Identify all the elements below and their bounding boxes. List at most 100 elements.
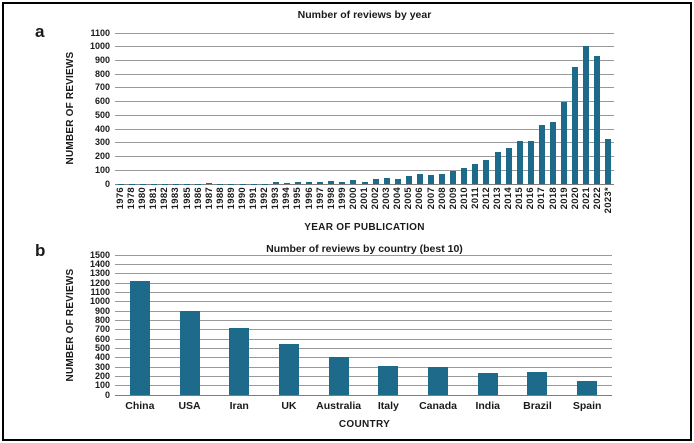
y-tick-label: 800	[94, 68, 110, 79]
bar-2003	[383, 178, 390, 184]
bar-2012	[483, 159, 490, 184]
bar-2001	[361, 181, 368, 184]
bar-USA	[179, 311, 200, 395]
gridline	[115, 46, 614, 48]
x-tick-label: 1980	[137, 187, 149, 210]
x-tick-label: 1998	[325, 187, 337, 210]
x-tick-label: India	[475, 400, 500, 412]
bar-2015	[516, 141, 523, 184]
bar-2013	[494, 152, 501, 184]
x-tick-label: 2002	[370, 187, 382, 210]
x-tick-label: Spain	[572, 400, 602, 412]
y-tick-label: 1100	[90, 286, 110, 297]
x-tick-label: 1993	[270, 187, 282, 210]
x-tick-label: 2004	[392, 187, 404, 210]
x-tick-label: 1982	[159, 187, 171, 210]
bar-2021	[583, 46, 590, 184]
x-tick-label: UK	[281, 400, 297, 412]
x-tick-label: 1978	[126, 187, 138, 210]
x-tick-label: 2000	[347, 187, 359, 210]
gridline	[115, 385, 612, 387]
x-tick-label: 1992	[259, 187, 271, 210]
x-tick-label: Brazil	[523, 400, 552, 412]
y-tick-label: 600	[94, 333, 110, 344]
gridline	[115, 87, 614, 89]
y-tick-label: 800	[94, 314, 110, 325]
x-tick-label: 2009	[447, 187, 459, 210]
y-tick-label: 1000	[89, 296, 110, 307]
gridline	[115, 375, 612, 377]
chart-a-title: Number of reviews by year	[297, 9, 432, 21]
chart-a-plot-area	[115, 32, 614, 185]
gridline	[115, 156, 614, 158]
x-tick-label: 1989	[225, 187, 237, 210]
x-tick-label: USA	[178, 400, 201, 412]
bar-2007	[428, 175, 435, 184]
chart-a-y-axis-title: NUMBER OF REVIEWS	[65, 51, 76, 165]
gridline	[115, 32, 614, 34]
bar-2011	[472, 163, 479, 184]
bar-2008	[439, 173, 446, 184]
x-tick-label: Iran	[229, 400, 249, 412]
bar-2000	[350, 179, 357, 184]
bar-1996	[306, 181, 313, 184]
bar-Brazil	[527, 372, 548, 395]
bar-Canada	[428, 367, 449, 395]
x-tick-label: 1976	[115, 187, 127, 210]
x-tick-label: 1983	[170, 187, 182, 210]
y-tick-label: 1400	[89, 258, 110, 269]
bar-2009	[450, 171, 457, 184]
bar-2006	[416, 174, 423, 184]
gridline	[115, 347, 612, 349]
y-tick-label: 100	[94, 164, 110, 175]
chart-a-x-axis-title: YEAR OF PUBLICATION	[304, 222, 425, 233]
bar-2016	[527, 141, 534, 184]
bar-China	[129, 281, 150, 395]
bar-1999	[339, 181, 346, 184]
x-tick-label: 1987	[203, 187, 215, 210]
y-tick-label: 1500	[89, 249, 110, 260]
y-tick-label: 1300	[89, 268, 110, 279]
gridline	[115, 128, 614, 130]
x-tick-label: 1986	[192, 187, 204, 210]
y-tick-label: 0	[104, 389, 110, 400]
x-tick-label: 2017	[536, 187, 548, 210]
bar-2004	[394, 179, 401, 184]
x-tick-label: 2010	[458, 187, 470, 210]
gridline	[115, 169, 614, 171]
bar-2023*	[605, 138, 612, 184]
bar-Italy	[378, 366, 399, 395]
chart-b-x-axis-title: COUNTRY	[338, 419, 391, 430]
gridline	[115, 282, 612, 284]
gridline	[115, 59, 614, 61]
x-tick-label: 2019	[558, 187, 570, 210]
y-tick-label: 200	[94, 370, 110, 381]
gridline	[115, 142, 614, 144]
x-tick-label: 2015	[514, 187, 526, 210]
bar-India	[477, 372, 498, 395]
bar-Australia	[328, 356, 349, 395]
x-tick-label: 1999	[336, 187, 348, 210]
y-tick-label: 500	[94, 342, 110, 353]
bar-1994	[283, 182, 290, 184]
gridline	[115, 329, 612, 331]
x-tick-label: 1994	[281, 187, 293, 210]
gridline	[115, 273, 612, 275]
bar-2002	[372, 179, 379, 184]
x-tick-label: 2022	[591, 187, 603, 210]
y-tick-label: 900	[94, 305, 110, 316]
bar-2018	[550, 122, 556, 184]
y-tick-label: 900	[94, 54, 110, 65]
bar-2020	[572, 67, 579, 184]
gridline	[115, 301, 612, 303]
x-tick-label: 2014	[503, 187, 515, 210]
x-tick-label: Australia	[316, 400, 362, 412]
x-tick-label: 1988	[214, 187, 226, 210]
y-tick-label: 400	[94, 123, 110, 134]
bar-2017	[538, 124, 545, 184]
x-tick-label: 1997	[314, 187, 326, 210]
x-tick-label: 2007	[425, 187, 437, 210]
bar-1993	[272, 182, 279, 184]
y-tick-label: 600	[94, 96, 110, 107]
bar-2022	[594, 56, 601, 184]
